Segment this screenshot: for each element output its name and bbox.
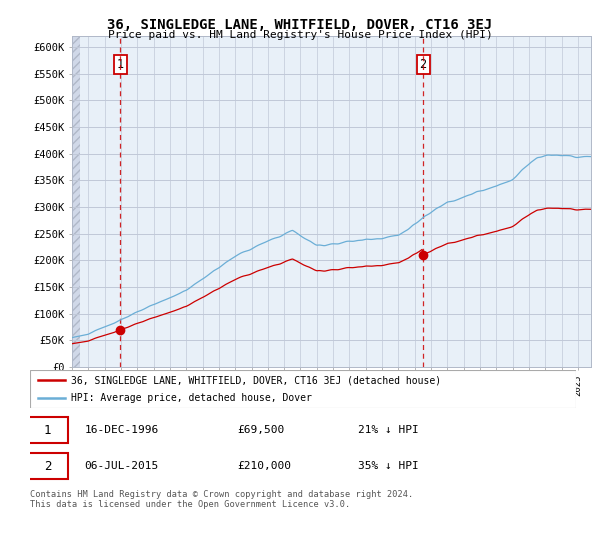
FancyBboxPatch shape <box>27 453 68 479</box>
Text: 16-DEC-1996: 16-DEC-1996 <box>85 425 159 435</box>
Text: 36, SINGLEDGE LANE, WHITFIELD, DOVER, CT16 3EJ: 36, SINGLEDGE LANE, WHITFIELD, DOVER, CT… <box>107 18 493 32</box>
FancyBboxPatch shape <box>30 370 576 408</box>
Text: 06-JUL-2015: 06-JUL-2015 <box>85 461 159 471</box>
Text: 1: 1 <box>117 58 124 71</box>
Text: 36, SINGLEDGE LANE, WHITFIELD, DOVER, CT16 3EJ (detached house): 36, SINGLEDGE LANE, WHITFIELD, DOVER, CT… <box>71 375 441 385</box>
Text: 2: 2 <box>44 460 52 473</box>
Text: £69,500: £69,500 <box>238 425 285 435</box>
Text: Price paid vs. HM Land Registry's House Price Index (HPI): Price paid vs. HM Land Registry's House … <box>107 30 493 40</box>
Text: 2: 2 <box>419 58 427 71</box>
Text: 35% ↓ HPI: 35% ↓ HPI <box>358 461 418 471</box>
Text: 1: 1 <box>44 423 52 437</box>
FancyBboxPatch shape <box>27 417 68 443</box>
Bar <box>72 36 80 367</box>
Text: HPI: Average price, detached house, Dover: HPI: Average price, detached house, Dove… <box>71 393 312 403</box>
Text: £210,000: £210,000 <box>238 461 292 471</box>
Text: 21% ↓ HPI: 21% ↓ HPI <box>358 425 418 435</box>
Text: Contains HM Land Registry data © Crown copyright and database right 2024.
This d: Contains HM Land Registry data © Crown c… <box>30 490 413 510</box>
